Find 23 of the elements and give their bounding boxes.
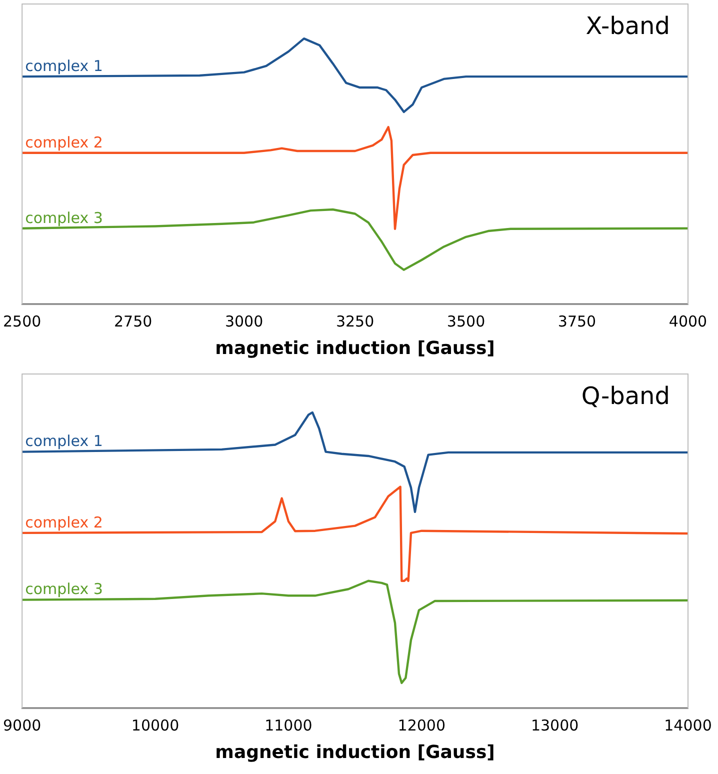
- x-tick-label: 2750: [114, 312, 152, 330]
- x-tick-label: 4000: [668, 312, 708, 330]
- chart-title: X-band: [586, 12, 670, 40]
- x-tick-label: 3250: [336, 312, 374, 330]
- x-axis-title: magnetic induction [Gauss]: [215, 742, 495, 763]
- x-axis-title: magnetic induction [Gauss]: [215, 338, 495, 359]
- chart-title: Q-band: [581, 382, 670, 410]
- x-tick-label: 9000: [2, 716, 42, 734]
- x-tick-label: 10000: [131, 716, 180, 734]
- series-label: complex 2: [25, 513, 103, 532]
- x-tick-label: 3000: [224, 312, 264, 330]
- x-tick-label: 13000: [530, 716, 579, 734]
- series-label: complex 1: [25, 56, 103, 75]
- x-tick-label: 3750: [558, 312, 596, 330]
- x-tick-label: 3500: [446, 312, 486, 330]
- series-label: complex 3: [25, 580, 103, 598]
- x-tick-label: 12000: [398, 716, 446, 734]
- x-tick-label: 14000: [664, 716, 712, 734]
- series-label: complex 2: [25, 133, 103, 152]
- series-label: complex 1: [25, 432, 103, 450]
- series-label: complex 3: [25, 208, 103, 227]
- x-tick-label: 11000: [264, 716, 312, 734]
- x-tick-label: 2500: [2, 312, 42, 330]
